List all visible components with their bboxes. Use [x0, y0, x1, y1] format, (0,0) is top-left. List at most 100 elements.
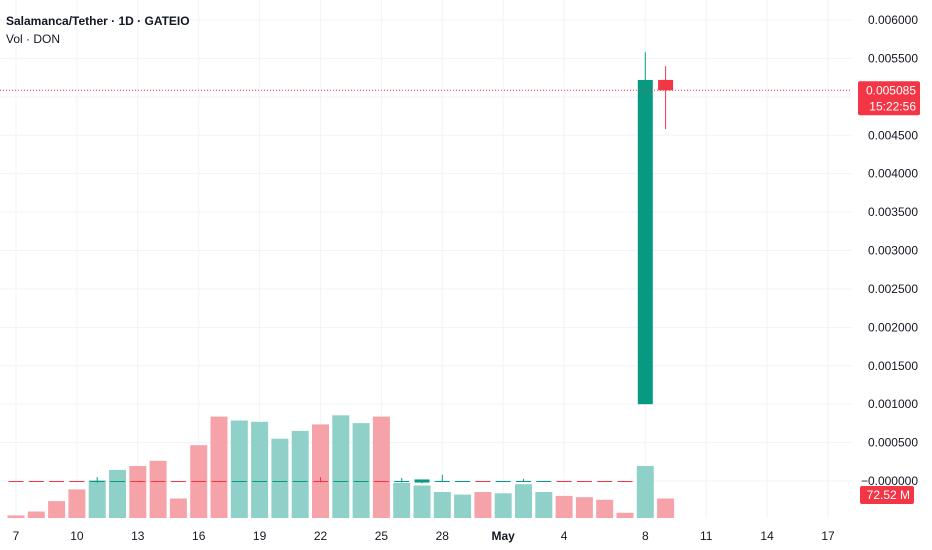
candle-body — [475, 481, 491, 482]
time-tick-label: 11 — [700, 529, 713, 543]
time-tick-label: 7 — [13, 529, 20, 543]
time-tick-label: 28 — [436, 529, 450, 543]
candle-body — [637, 79, 653, 405]
candle-body — [150, 481, 166, 482]
price-tick-label: 0.004000 — [868, 167, 918, 181]
volume-bar — [210, 416, 228, 518]
candle-body — [414, 479, 430, 483]
last-price-value: 0.005085 — [866, 83, 916, 97]
volume-bar — [291, 430, 309, 518]
price-tick-label: 0.001000 — [868, 397, 918, 411]
candle-body — [597, 481, 613, 482]
volume-bar — [169, 498, 187, 518]
volume-bar — [312, 424, 329, 518]
volume-bar — [27, 511, 45, 518]
candle-body — [231, 481, 247, 482]
candle-body — [576, 481, 592, 482]
candle-body — [89, 481, 105, 482]
candle-body — [130, 481, 146, 482]
time-tick-label: 10 — [70, 529, 84, 543]
candle-body — [28, 481, 44, 482]
candle-body — [191, 481, 207, 482]
volume-bar — [230, 420, 248, 518]
volume-series — [7, 415, 675, 518]
volume-bar — [494, 493, 512, 518]
price-tick-label: −0.000000 — [861, 474, 918, 488]
volume-bar — [636, 466, 654, 518]
volume-bar — [352, 423, 370, 518]
candle-body — [8, 481, 24, 482]
volume-bar — [575, 497, 593, 518]
candle-body — [455, 481, 471, 482]
candle-body — [617, 481, 633, 482]
price-tick-label: 0.000500 — [868, 436, 918, 450]
volume-bar — [535, 492, 553, 518]
volume-bar — [454, 494, 472, 518]
price-tick-label: 0.001500 — [868, 359, 918, 373]
candle-body — [495, 481, 511, 482]
candle-body — [434, 481, 450, 482]
volume-bar — [616, 512, 634, 518]
time-tick-label: 19 — [253, 529, 267, 543]
candle-body — [516, 481, 531, 482]
time-tick-label: May — [492, 529, 516, 543]
candle-body — [394, 481, 410, 482]
volume-bar — [149, 460, 167, 518]
price-tick-label: 0.003500 — [868, 205, 918, 219]
volume-bar — [433, 492, 451, 518]
volume-bar — [7, 515, 25, 518]
time-tick-label: 16 — [192, 529, 206, 543]
candle-body — [211, 481, 227, 482]
time-tick-label: 4 — [561, 529, 568, 543]
time-tick-label: 8 — [642, 529, 649, 543]
time-tick-label: 22 — [314, 529, 328, 543]
volume-bar — [251, 421, 269, 518]
candle-body — [49, 481, 65, 482]
volume-bar — [332, 415, 350, 518]
time-axis[interactable]: 7 10 13 16 19 22 25 28 May 4 8 11 14 17 — [13, 529, 835, 543]
volume-bar — [596, 499, 614, 518]
time-tick-label: 25 — [375, 529, 389, 543]
candle-body — [313, 481, 328, 482]
volume-bar — [109, 469, 126, 518]
candle-body — [333, 481, 349, 482]
time-tick-label: 13 — [131, 529, 145, 543]
volume-bar — [393, 482, 411, 518]
volume-bar — [474, 492, 492, 518]
candle-body — [272, 481, 288, 482]
volume-bar — [372, 416, 390, 518]
price-tick-label: 0.002500 — [868, 282, 918, 296]
candle-body — [292, 481, 308, 482]
chart-grid — [0, 0, 852, 518]
symbol-title[interactable]: Salamanca/Tether · 1D · GATEIO — [6, 14, 190, 28]
candle-body — [69, 481, 85, 482]
time-tick-label: 14 — [760, 529, 774, 543]
price-axis[interactable]: 0.0060000.0055000.0050000.0045000.004000… — [861, 13, 918, 488]
candle-countdown: 15:22:56 — [869, 99, 916, 113]
price-tick-label: 0.005500 — [868, 51, 918, 65]
volume-bar — [657, 498, 675, 518]
last-price-badge: 0.005085 15:22:56 — [858, 81, 920, 116]
volume-bar — [88, 480, 106, 518]
price-tick-label: 0.002000 — [868, 320, 918, 334]
candle-body — [536, 481, 552, 482]
candle-body — [373, 481, 389, 482]
volume-bar — [68, 489, 86, 518]
indicator-label[interactable]: Vol · DON — [6, 32, 61, 46]
price-tick-label: 0.003000 — [868, 244, 918, 258]
volume-bar — [129, 466, 147, 518]
volume-bar — [515, 484, 532, 518]
volume-bar — [48, 501, 66, 518]
volume-bar — [555, 495, 573, 518]
candle-body — [353, 481, 369, 482]
candle-body — [170, 481, 186, 482]
volume-badge: 72.52 M — [860, 486, 914, 504]
candle-body — [110, 481, 125, 482]
time-tick-label: 17 — [821, 529, 835, 543]
volume-value: 72.52 M — [867, 488, 910, 502]
price-tick-label: 0.006000 — [868, 13, 918, 27]
candle-body — [252, 481, 268, 482]
price-tick-label: 0.004500 — [868, 128, 918, 142]
volume-bar — [413, 485, 431, 518]
